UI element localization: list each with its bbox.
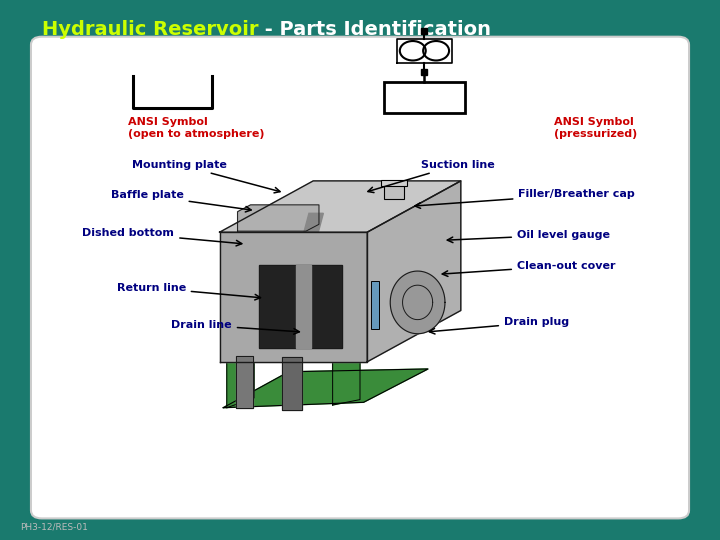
Polygon shape [297,265,311,348]
Polygon shape [223,369,428,408]
Polygon shape [220,181,461,232]
Text: Hydraulic Reservoir: Hydraulic Reservoir [42,20,258,39]
Polygon shape [220,232,367,362]
Bar [371,281,379,329]
Text: Drain plug: Drain plug [429,318,569,334]
Bar [384,184,405,199]
Text: Dished bottom: Dished bottom [82,228,242,246]
Text: ANSI Symbol
(pressurized): ANSI Symbol (pressurized) [554,117,638,139]
FancyBboxPatch shape [31,37,689,518]
Polygon shape [236,356,253,408]
Text: Baffle plate: Baffle plate [111,191,251,212]
Text: - Parts Identification: - Parts Identification [258,20,491,39]
Text: Oil level gauge: Oil level gauge [447,230,610,242]
Text: ANSI Symbol
(open to atmosphere): ANSI Symbol (open to atmosphere) [128,117,265,139]
Polygon shape [282,357,302,410]
Text: PH3-12/RES-01: PH3-12/RES-01 [20,522,88,531]
Text: Suction line: Suction line [368,160,495,193]
Text: Return line: Return line [117,283,261,300]
Polygon shape [367,181,461,362]
Polygon shape [259,265,342,348]
Polygon shape [304,213,323,232]
Bar [384,82,465,113]
Text: Drain line: Drain line [171,320,300,334]
Polygon shape [390,271,445,334]
Text: Filler/Breather cap: Filler/Breather cap [415,190,635,208]
Text: Clean-out cover: Clean-out cover [442,261,616,276]
Polygon shape [227,349,254,408]
Polygon shape [333,351,360,405]
Polygon shape [238,205,319,231]
Text: Mounting plate: Mounting plate [132,160,280,193]
Bar [382,180,408,186]
